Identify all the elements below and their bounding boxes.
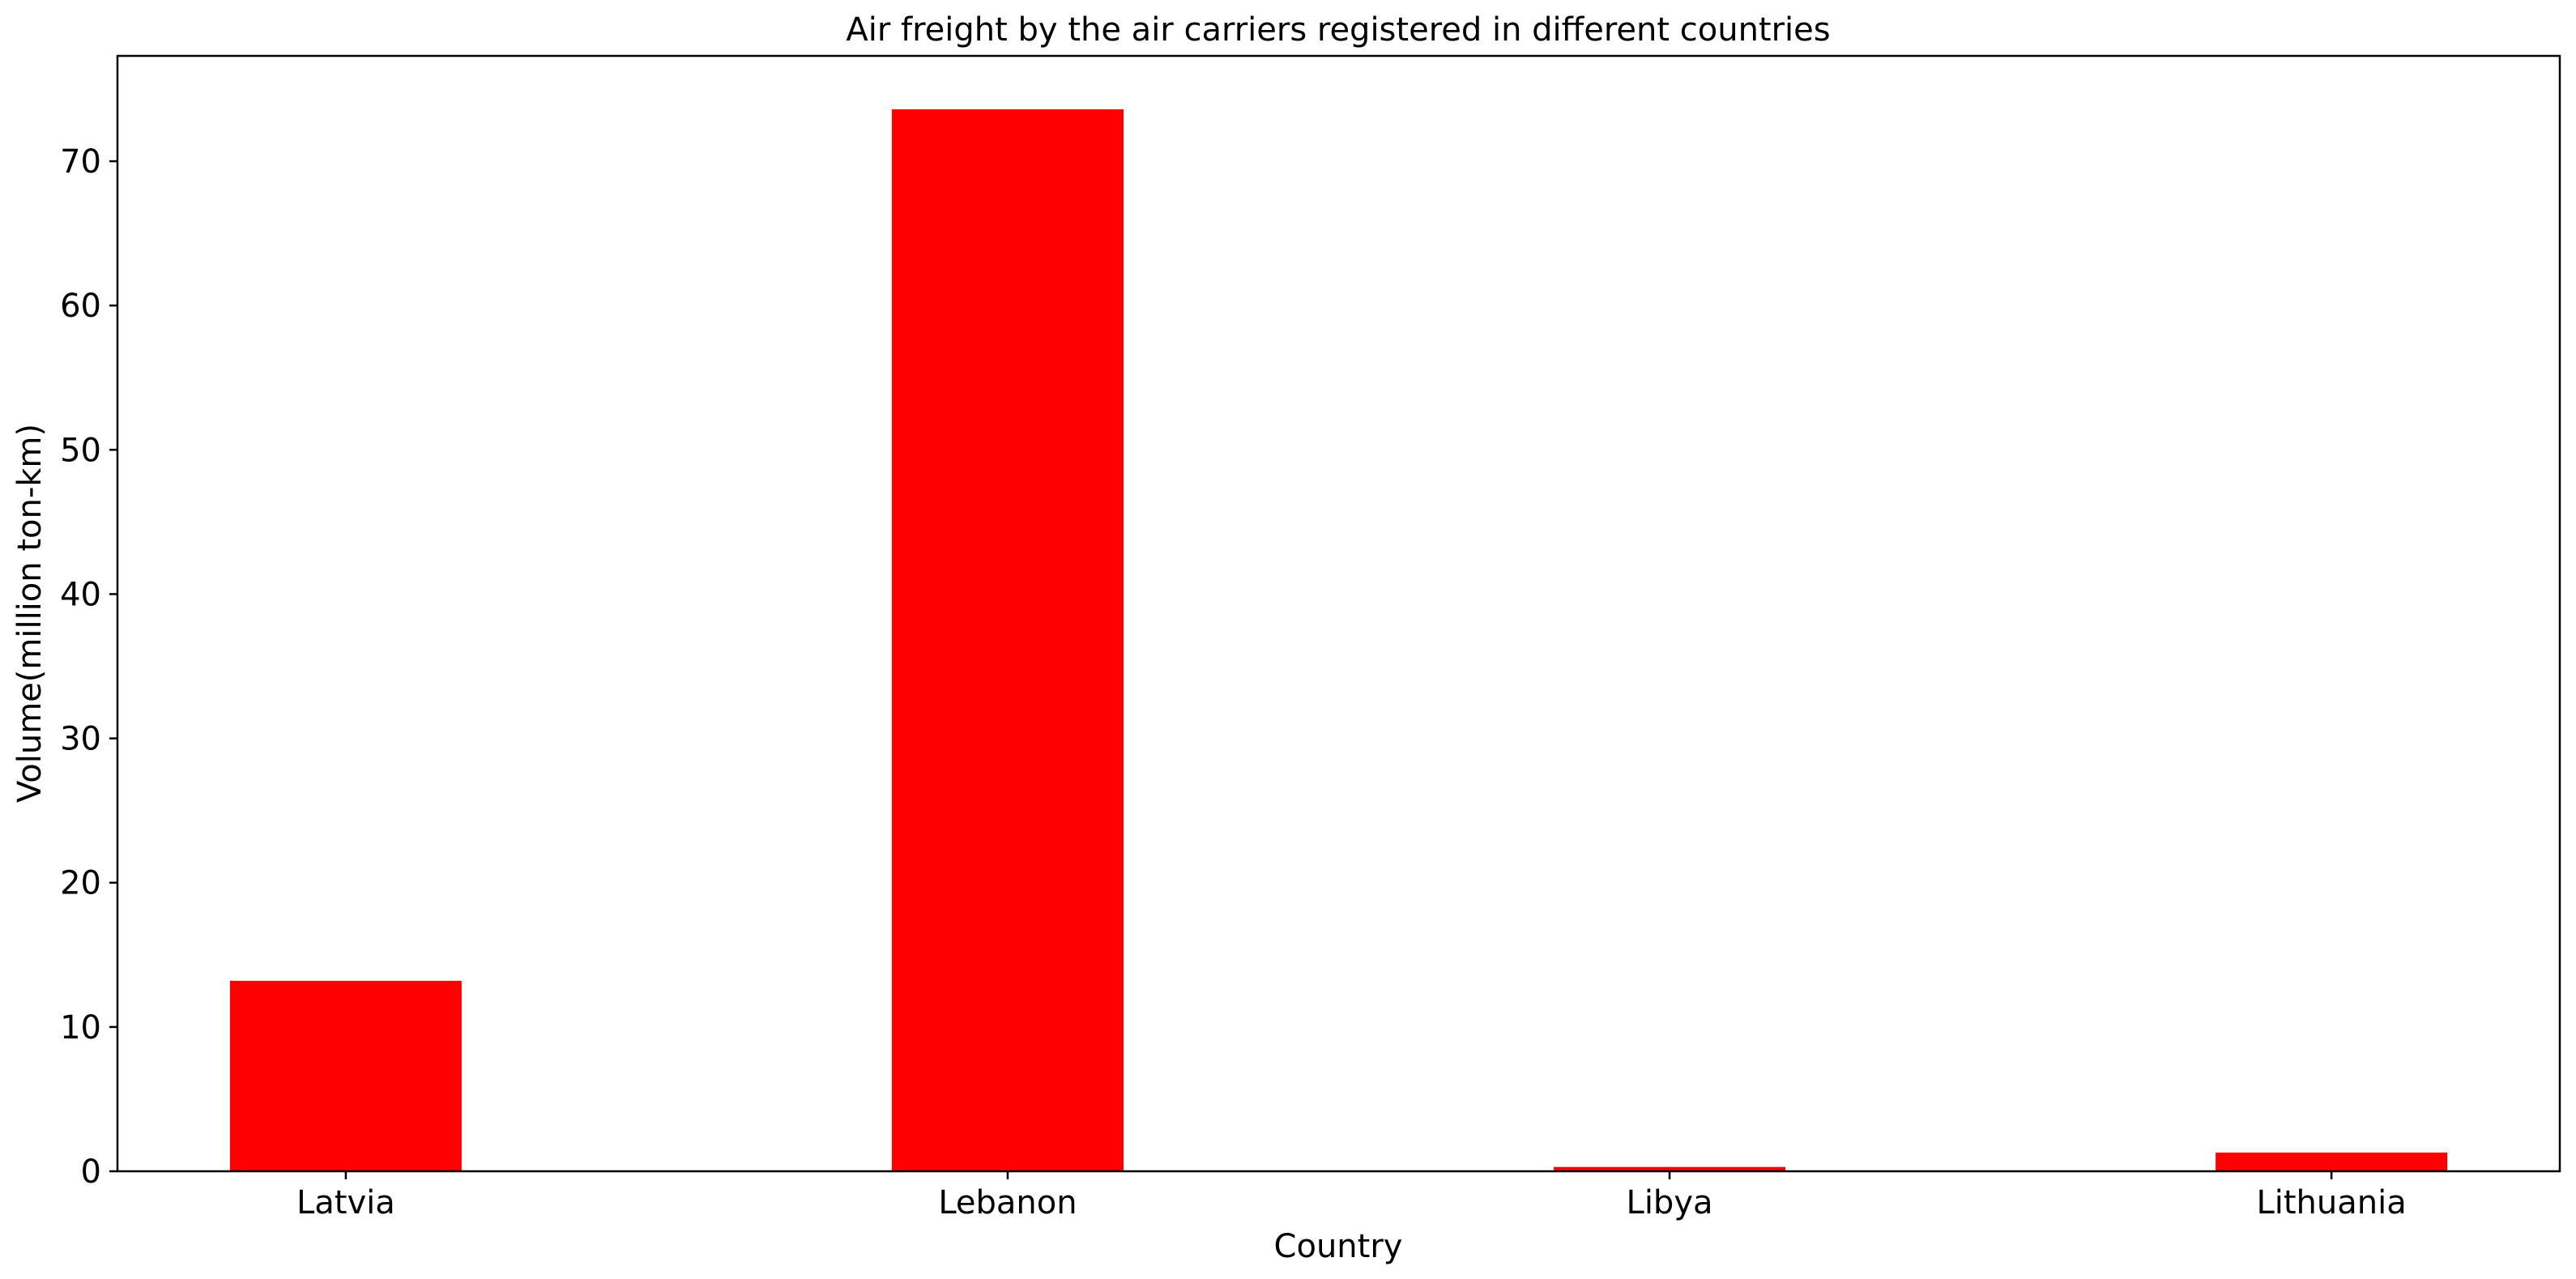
- y-axis-label: Volume(million ton-km): [11, 424, 49, 803]
- x-axis-label: Country: [1274, 1228, 1403, 1265]
- y-tick-label: 40: [60, 576, 101, 613]
- y-tick-label: 50: [60, 432, 101, 469]
- y-tick-label: 20: [60, 865, 101, 902]
- y-axis-ticks: 0 10 20 30 40 50 60 70: [60, 143, 117, 1191]
- y-tick-label: 60: [60, 288, 101, 325]
- x-tick-label: Lebanon: [938, 1184, 1077, 1221]
- x-tick-label: Latvia: [296, 1184, 395, 1221]
- bar-lebanon: [891, 109, 1124, 1171]
- x-tick-label: Libya: [1627, 1184, 1713, 1221]
- bars-group: [229, 109, 2448, 1171]
- chart-title: Air freight by the air carriers register…: [846, 11, 1830, 49]
- plot-frame: [116, 54, 2561, 1173]
- y-tick-label: 70: [60, 143, 101, 181]
- bar-libya: [1554, 1166, 1786, 1171]
- y-tick-label: 0: [81, 1153, 101, 1191]
- x-tick-label: Lithuania: [2256, 1184, 2406, 1221]
- x-axis-ticks: Latvia Lebanon Libya Lithuania: [296, 1171, 2407, 1221]
- bar-latvia: [229, 980, 462, 1171]
- y-tick-label: 10: [60, 1009, 101, 1047]
- y-tick-label: 30: [60, 721, 101, 758]
- bar-lithuania: [2216, 1152, 2448, 1171]
